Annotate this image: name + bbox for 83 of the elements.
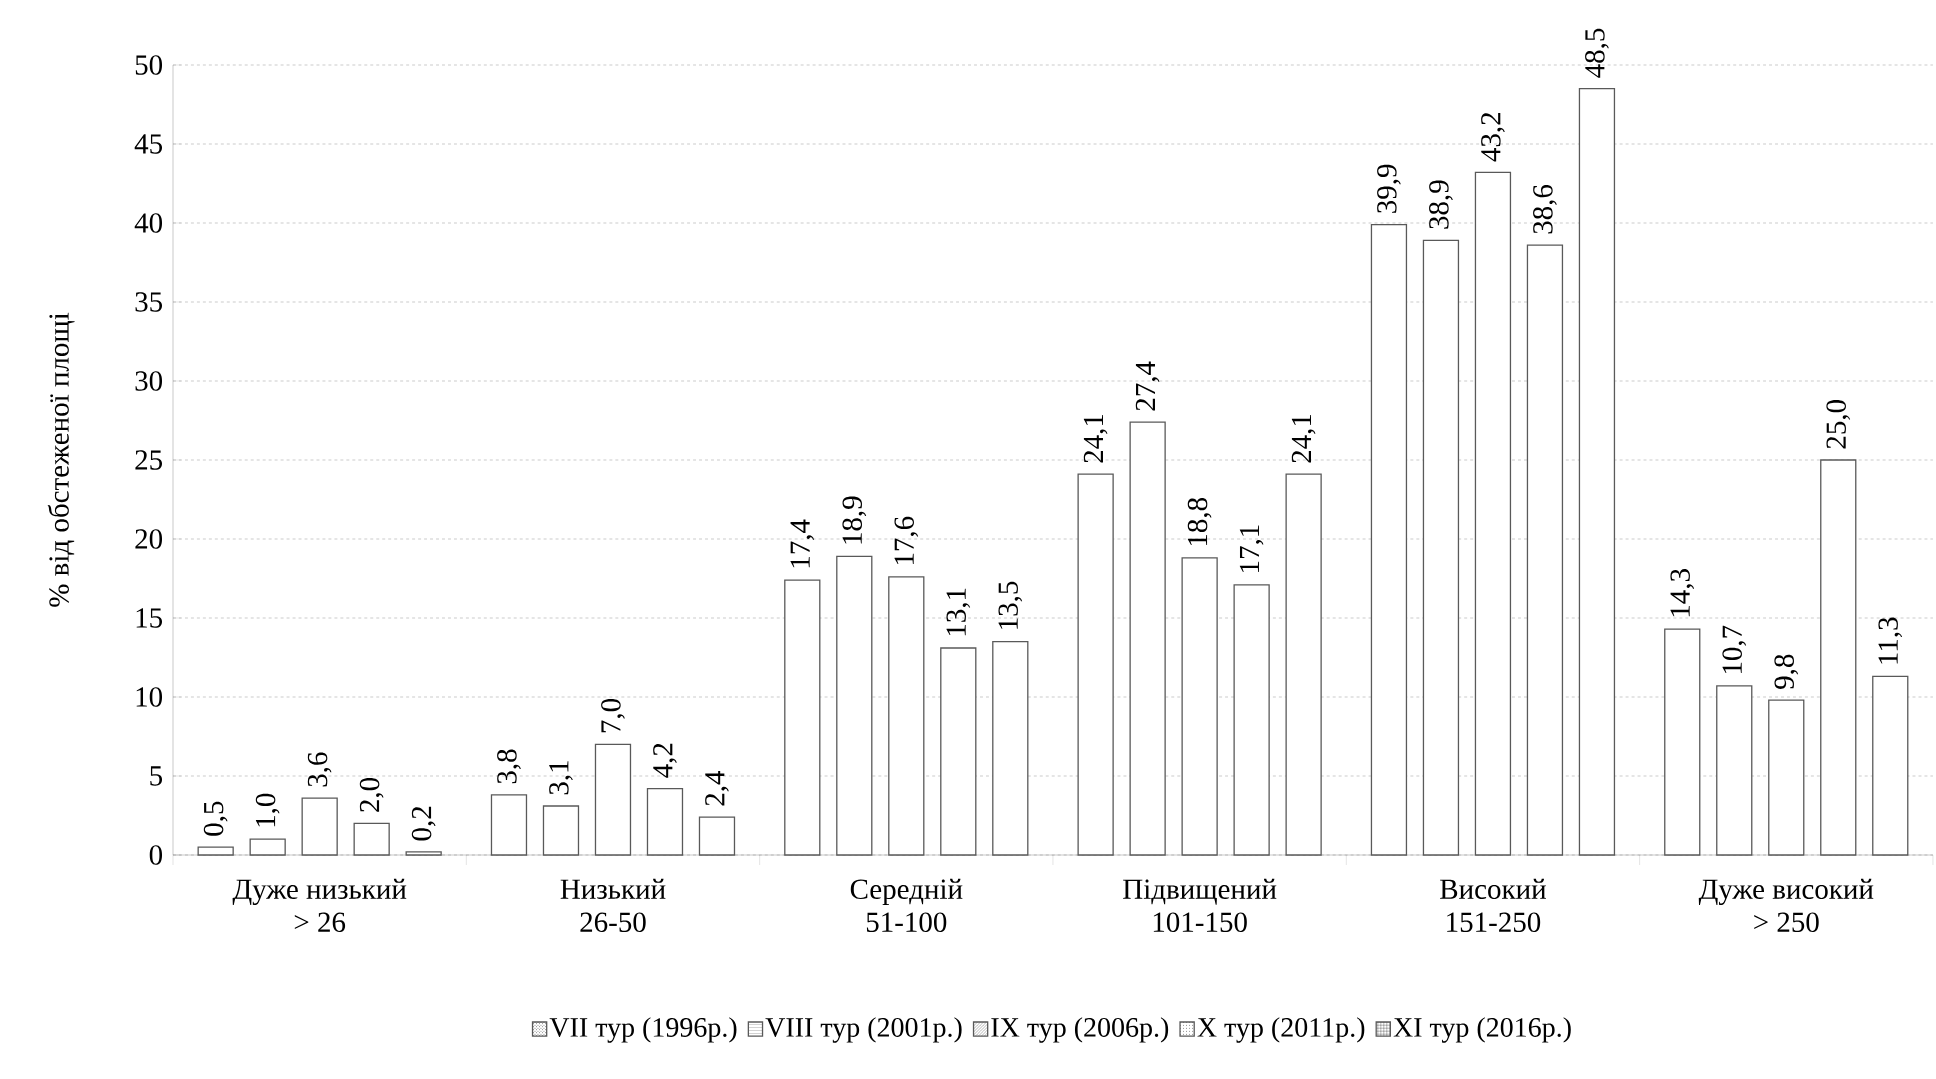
data-label: 10,7 xyxy=(1722,625,1747,674)
bar xyxy=(1664,628,1701,856)
x-tick-label: Дуже високий > 250 xyxy=(1698,878,1874,932)
y-tick-label: 15 xyxy=(136,608,163,628)
y-tick-label: 35 xyxy=(135,292,163,312)
bar xyxy=(888,576,925,856)
data-label: 38,9 xyxy=(1429,180,1453,229)
bar xyxy=(594,743,632,856)
bar xyxy=(1768,699,1805,856)
bar xyxy=(490,794,528,856)
y-tick-label: 50 xyxy=(135,55,163,75)
data-label: 13,5 xyxy=(998,581,1023,629)
data-label: 0,5 xyxy=(203,801,228,836)
y-tick-label: 40 xyxy=(134,213,163,233)
bar xyxy=(1370,223,1408,856)
data-label: 4,2 xyxy=(653,743,677,778)
x-tick-label: Високий 151-250 xyxy=(1440,878,1546,932)
bar xyxy=(1129,421,1166,856)
x-tick-label: Низький 26-50 xyxy=(560,878,666,932)
bar xyxy=(542,805,580,856)
data-label: 0,2 xyxy=(411,806,436,841)
bar xyxy=(353,822,390,856)
bar xyxy=(1077,473,1114,856)
data-label: 3,1 xyxy=(549,761,573,795)
data-label: 2,0 xyxy=(359,777,384,812)
legend-label: X тур (2011р.) xyxy=(1197,1017,1365,1043)
data-label: 25,0 xyxy=(1826,400,1851,449)
legend-label: VII тур (1996р.) xyxy=(549,1017,737,1043)
y-tick-label: 20 xyxy=(135,529,163,549)
data-label: 24,1 xyxy=(1291,414,1316,463)
legend-label: VIII тур (2001р.) xyxy=(765,1017,962,1043)
legend-label: IX тур (2006р.) xyxy=(991,1017,1169,1043)
legend-label: XI тур (2016р.) xyxy=(1393,1017,1571,1043)
bar xyxy=(940,647,977,856)
y-tick-label: 0 xyxy=(149,845,163,865)
data-label: 17,6 xyxy=(894,516,919,565)
data-label: 17,1 xyxy=(1239,525,1264,572)
data-label: 18,8 xyxy=(1187,498,1212,546)
y-axis-title: % від обстеженої площі xyxy=(47,312,75,607)
data-label: 48,5 xyxy=(1585,28,1609,78)
bar xyxy=(1285,473,1322,856)
bar xyxy=(1716,685,1753,856)
bar xyxy=(1474,171,1512,856)
data-label: 2,4 xyxy=(705,770,729,806)
bar xyxy=(405,851,442,856)
bar xyxy=(784,579,821,856)
bar xyxy=(646,787,684,856)
bar xyxy=(1526,244,1564,856)
data-label: 39,9 xyxy=(1377,164,1401,213)
bar xyxy=(1820,459,1857,856)
bar xyxy=(992,641,1029,856)
data-label: 7,0 xyxy=(601,698,625,733)
data-label: 18,9 xyxy=(842,496,867,544)
data-label: 43,2 xyxy=(1481,112,1505,162)
bar xyxy=(1872,675,1909,856)
x-tick-label: Середній 51-100 xyxy=(850,878,963,932)
bar xyxy=(836,555,873,856)
data-label: 1,0 xyxy=(255,793,280,827)
bar xyxy=(1422,239,1460,856)
data-label: 13,1 xyxy=(946,588,971,636)
data-label: 11,3 xyxy=(1878,617,1903,664)
x-tick-label: Дуже низький > 26 xyxy=(232,878,407,932)
data-label: 24,1 xyxy=(1083,414,1108,463)
y-tick-label: 30 xyxy=(135,371,163,391)
y-tick-label: 10 xyxy=(136,687,163,707)
y-tick-label: 45 xyxy=(134,134,163,154)
bar xyxy=(249,838,286,856)
bar xyxy=(301,797,338,856)
data-label: 14,3 xyxy=(1670,569,1695,617)
y-tick-label: 5 xyxy=(150,766,163,786)
data-label: 3,6 xyxy=(307,752,332,787)
bar xyxy=(1578,88,1616,856)
bar xyxy=(1181,557,1218,856)
x-tick-label: Підвищений 101-150 xyxy=(1123,878,1277,932)
data-label: 3,8 xyxy=(497,749,521,784)
bar xyxy=(698,816,736,856)
bar xyxy=(1233,584,1270,856)
data-label: 9,8 xyxy=(1774,654,1799,689)
data-label: 17,4 xyxy=(790,519,815,568)
data-label: 38,6 xyxy=(1533,184,1557,234)
data-label: 27,4 xyxy=(1135,361,1160,411)
y-tick-label: 25 xyxy=(135,450,163,470)
bar xyxy=(197,846,234,856)
